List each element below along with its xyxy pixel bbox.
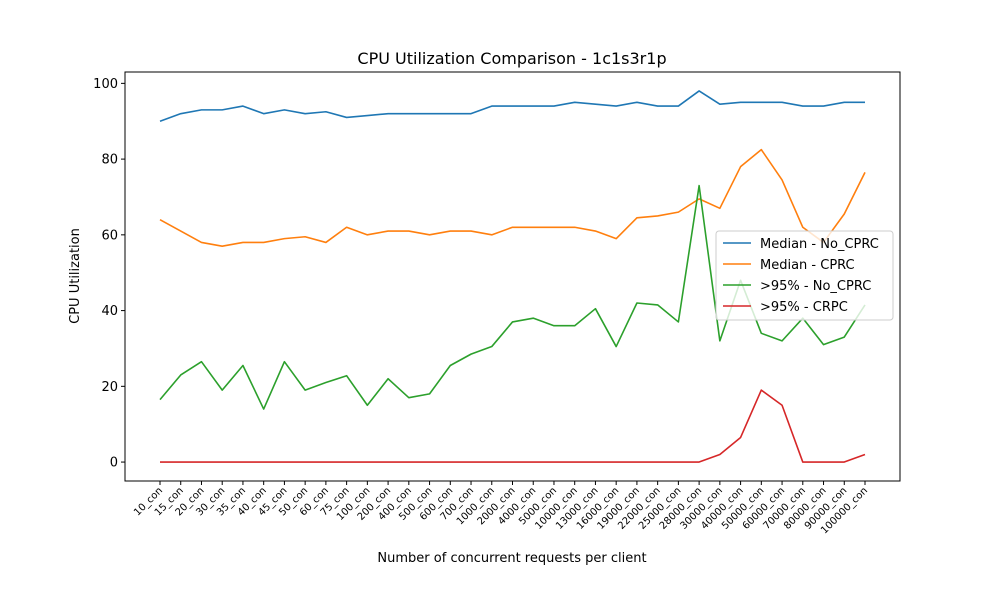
x-axis: 10_con15_con20_con30_con35_con40_con45_c… [132, 481, 870, 536]
y-axis-label: CPU Utilization [68, 228, 83, 324]
series-line-3 [160, 389, 866, 463]
legend-box [715, 230, 894, 321]
legend-label: >95% - No_CPRC [760, 279, 871, 294]
series-line-0 [159, 90, 865, 122]
x-axis-label: Number of concurrent requests per client [377, 551, 646, 566]
y-tick-label: 20 [101, 380, 118, 395]
y-tick-label: 100 [93, 77, 118, 92]
legend: Median - No_CPRC Median - CPRC >95% - No_C… [715, 230, 894, 321]
legend-label: >95% - CRPC [760, 300, 848, 315]
legend-label: Median - No_CPRC [760, 237, 879, 252]
y-tick-label: 40 [101, 304, 118, 319]
chart-title: CPU Utilization Comparison - 1c1s3r1p [357, 49, 666, 68]
series-line-1 [159, 148, 866, 247]
y-tick-label: 80 [101, 153, 118, 168]
y-axis: 0 20 40 60 80 100 [93, 77, 125, 471]
y-tick-label: 60 [101, 228, 118, 243]
y-tick-label: 0 [110, 456, 118, 471]
legend-label: Median - CPRC [760, 258, 855, 273]
